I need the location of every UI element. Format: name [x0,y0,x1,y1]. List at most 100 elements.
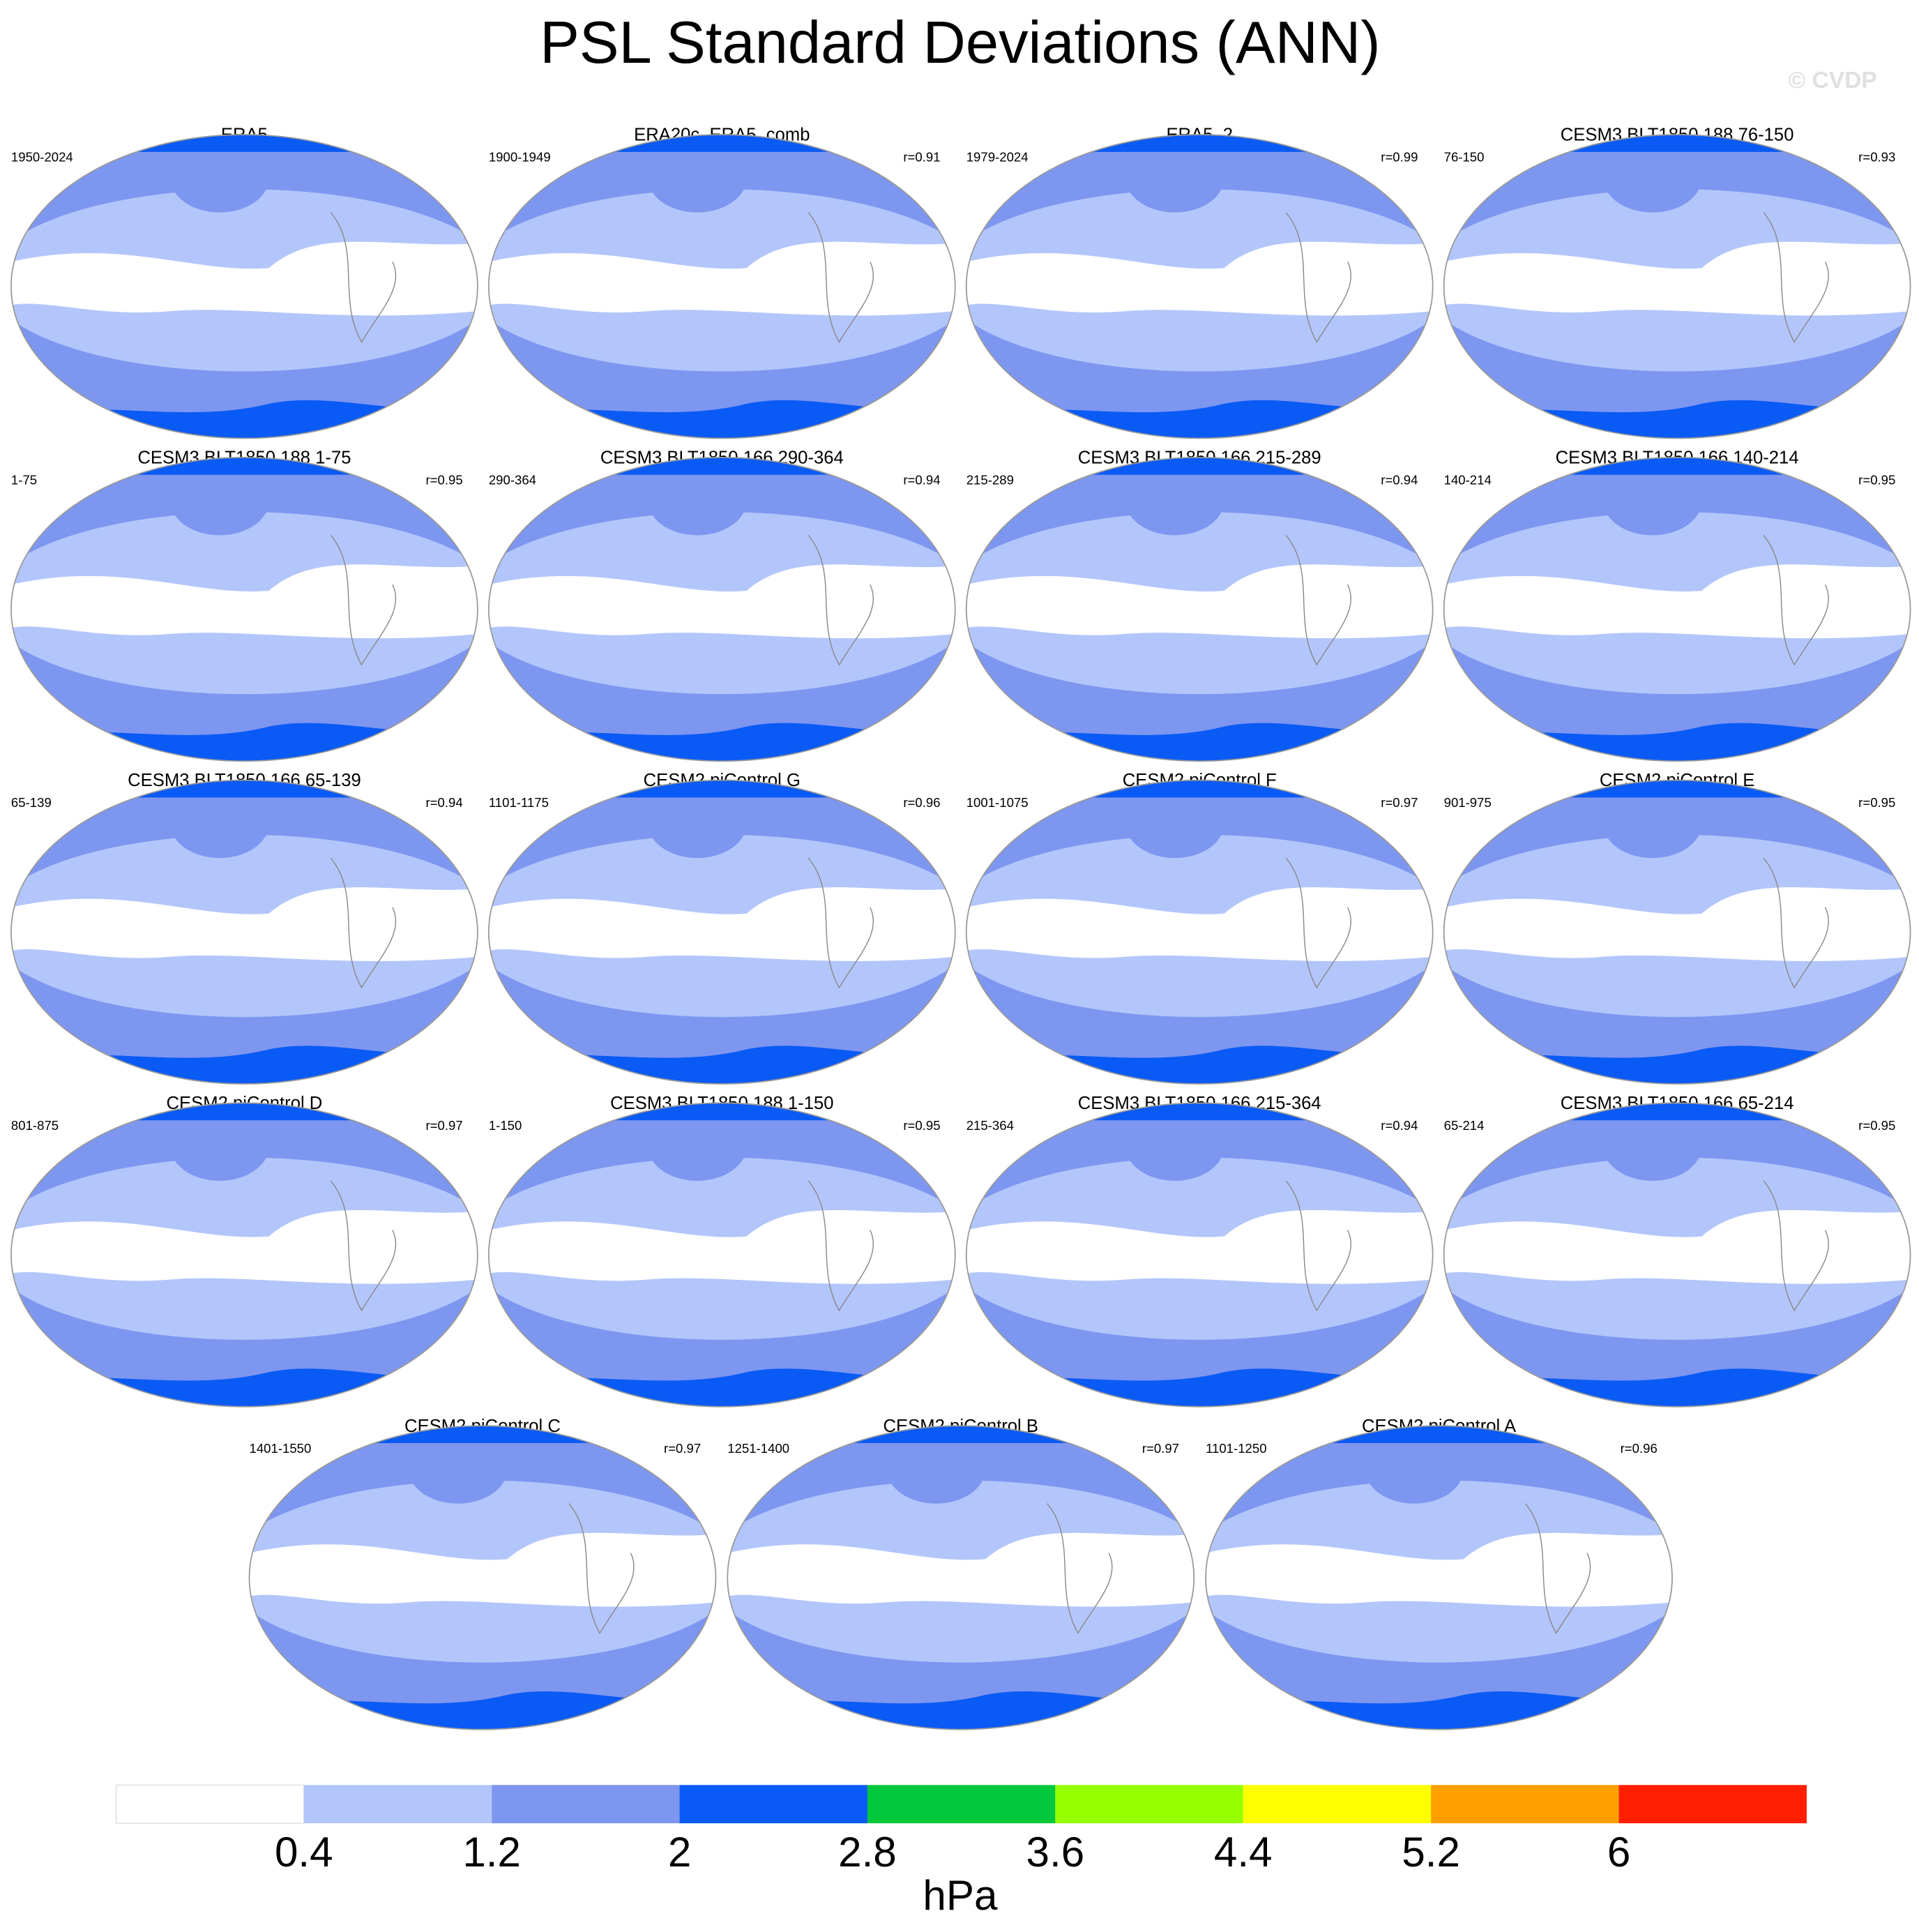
map-coast [1285,212,1352,343]
map-outline [965,779,1434,1085]
panel-period: 1101-1175 [489,795,549,810]
map-shading [648,789,747,859]
map-shading [1443,887,1911,961]
map-shading [1125,143,1224,213]
map-shading [1443,135,1911,152]
panel-period: 1900-1949 [489,150,551,165]
panel-correlation: r=0.94 [425,795,462,810]
map [966,135,1433,439]
map-shading [1602,466,1702,536]
map-shading [1206,1426,1673,1444]
map-shading [488,1103,955,1121]
map-coast [568,1503,635,1634]
map-shading [1365,1434,1464,1504]
panel-correlation: r=0.97 [1381,795,1418,810]
map-coast [330,1180,397,1312]
map-shading [10,241,478,316]
map-coast [1763,857,1829,989]
map-shading [1443,241,1911,316]
map [1443,457,1911,762]
colorbar-tick-label: 3.6 [1026,1829,1085,1876]
map-outline [10,134,478,439]
map-shading [886,1434,986,1504]
panel-period: 215-364 [966,1118,1014,1133]
map-outline [487,779,956,1085]
colorbar-tick-label: 6 [1607,1829,1630,1876]
map-outline [487,1102,956,1408]
panel-period: 801-875 [11,1118,59,1133]
map-shading [170,1111,269,1181]
map-outline [1443,456,1911,762]
map-coast [1047,1503,1113,1634]
panel-correlation: r=0.95 [903,1118,940,1133]
map-shading [648,143,747,213]
map-coast [1763,212,1829,343]
map-shading [1125,466,1224,536]
panel-period: 65-214 [1444,1118,1485,1133]
map-shading [1443,1103,1911,1121]
map-coast [330,857,397,989]
map-shading [727,1532,1194,1607]
map [10,1103,478,1407]
map-shading [488,457,955,475]
colorbar-box [303,1785,492,1824]
map-shading [966,1103,1433,1121]
panel-correlation: r=0.95 [1858,472,1895,487]
panel-correlation: r=0.94 [1381,1118,1418,1133]
map-shading [966,135,1433,152]
map [727,1426,1194,1730]
colorbar-box [679,1785,867,1824]
panel-period: 1251-1400 [727,1441,789,1456]
map [1443,135,1911,439]
panel-correlation: r=0.97 [1142,1441,1179,1456]
map-shading [966,457,1433,475]
map-shading [1206,1532,1673,1607]
map-coast [807,1180,874,1312]
map-coast [1285,1180,1352,1312]
colorbar-box [1618,1785,1807,1824]
map-shading [170,466,269,536]
map-shading [488,780,955,798]
map-shading [10,1209,478,1284]
watermark: © CVDP [1788,68,1876,93]
map-shading [249,1532,716,1607]
panel-correlation: r=0.93 [1858,150,1895,165]
colorbar-box [115,1784,305,1824]
map [488,135,955,439]
figure-title: PSL Standard Deviations (ANN) [540,9,1380,75]
map [10,135,478,439]
map-shading [488,135,955,152]
colorbar-unit: hPa [923,1872,998,1919]
map-shading [966,241,1433,316]
map-shading [966,780,1433,798]
map-shading [488,564,955,639]
map-shading [408,1434,508,1504]
map-outline [727,1425,1195,1730]
colorbar-box [1431,1785,1619,1824]
colorbar-box [492,1785,680,1824]
map-outline [487,134,956,439]
panel-correlation: r=0.94 [1381,472,1418,487]
map-shading [10,135,478,152]
map-shading [488,887,955,961]
map-outline [1443,134,1911,439]
colorbar-tick-label: 4.4 [1214,1829,1273,1876]
panel-period: 901-975 [1444,795,1492,810]
map-shading [1602,143,1702,213]
panel-period: 65-139 [11,795,52,810]
map-shading [1443,780,1911,798]
colorbar-tick-label: 2.8 [838,1829,897,1876]
map [488,457,955,762]
map-coast [807,534,874,666]
map-coast [1285,534,1352,666]
map [249,1426,716,1730]
panel-period: 140-214 [1444,472,1492,487]
map-outline [1205,1425,1673,1730]
map-outline [487,456,956,762]
map [966,780,1433,1085]
panel-period: 215-289 [966,472,1014,487]
map-shading [1125,1111,1224,1181]
map-coast [1763,1180,1829,1312]
panel-period: 1979-2024 [966,150,1029,165]
